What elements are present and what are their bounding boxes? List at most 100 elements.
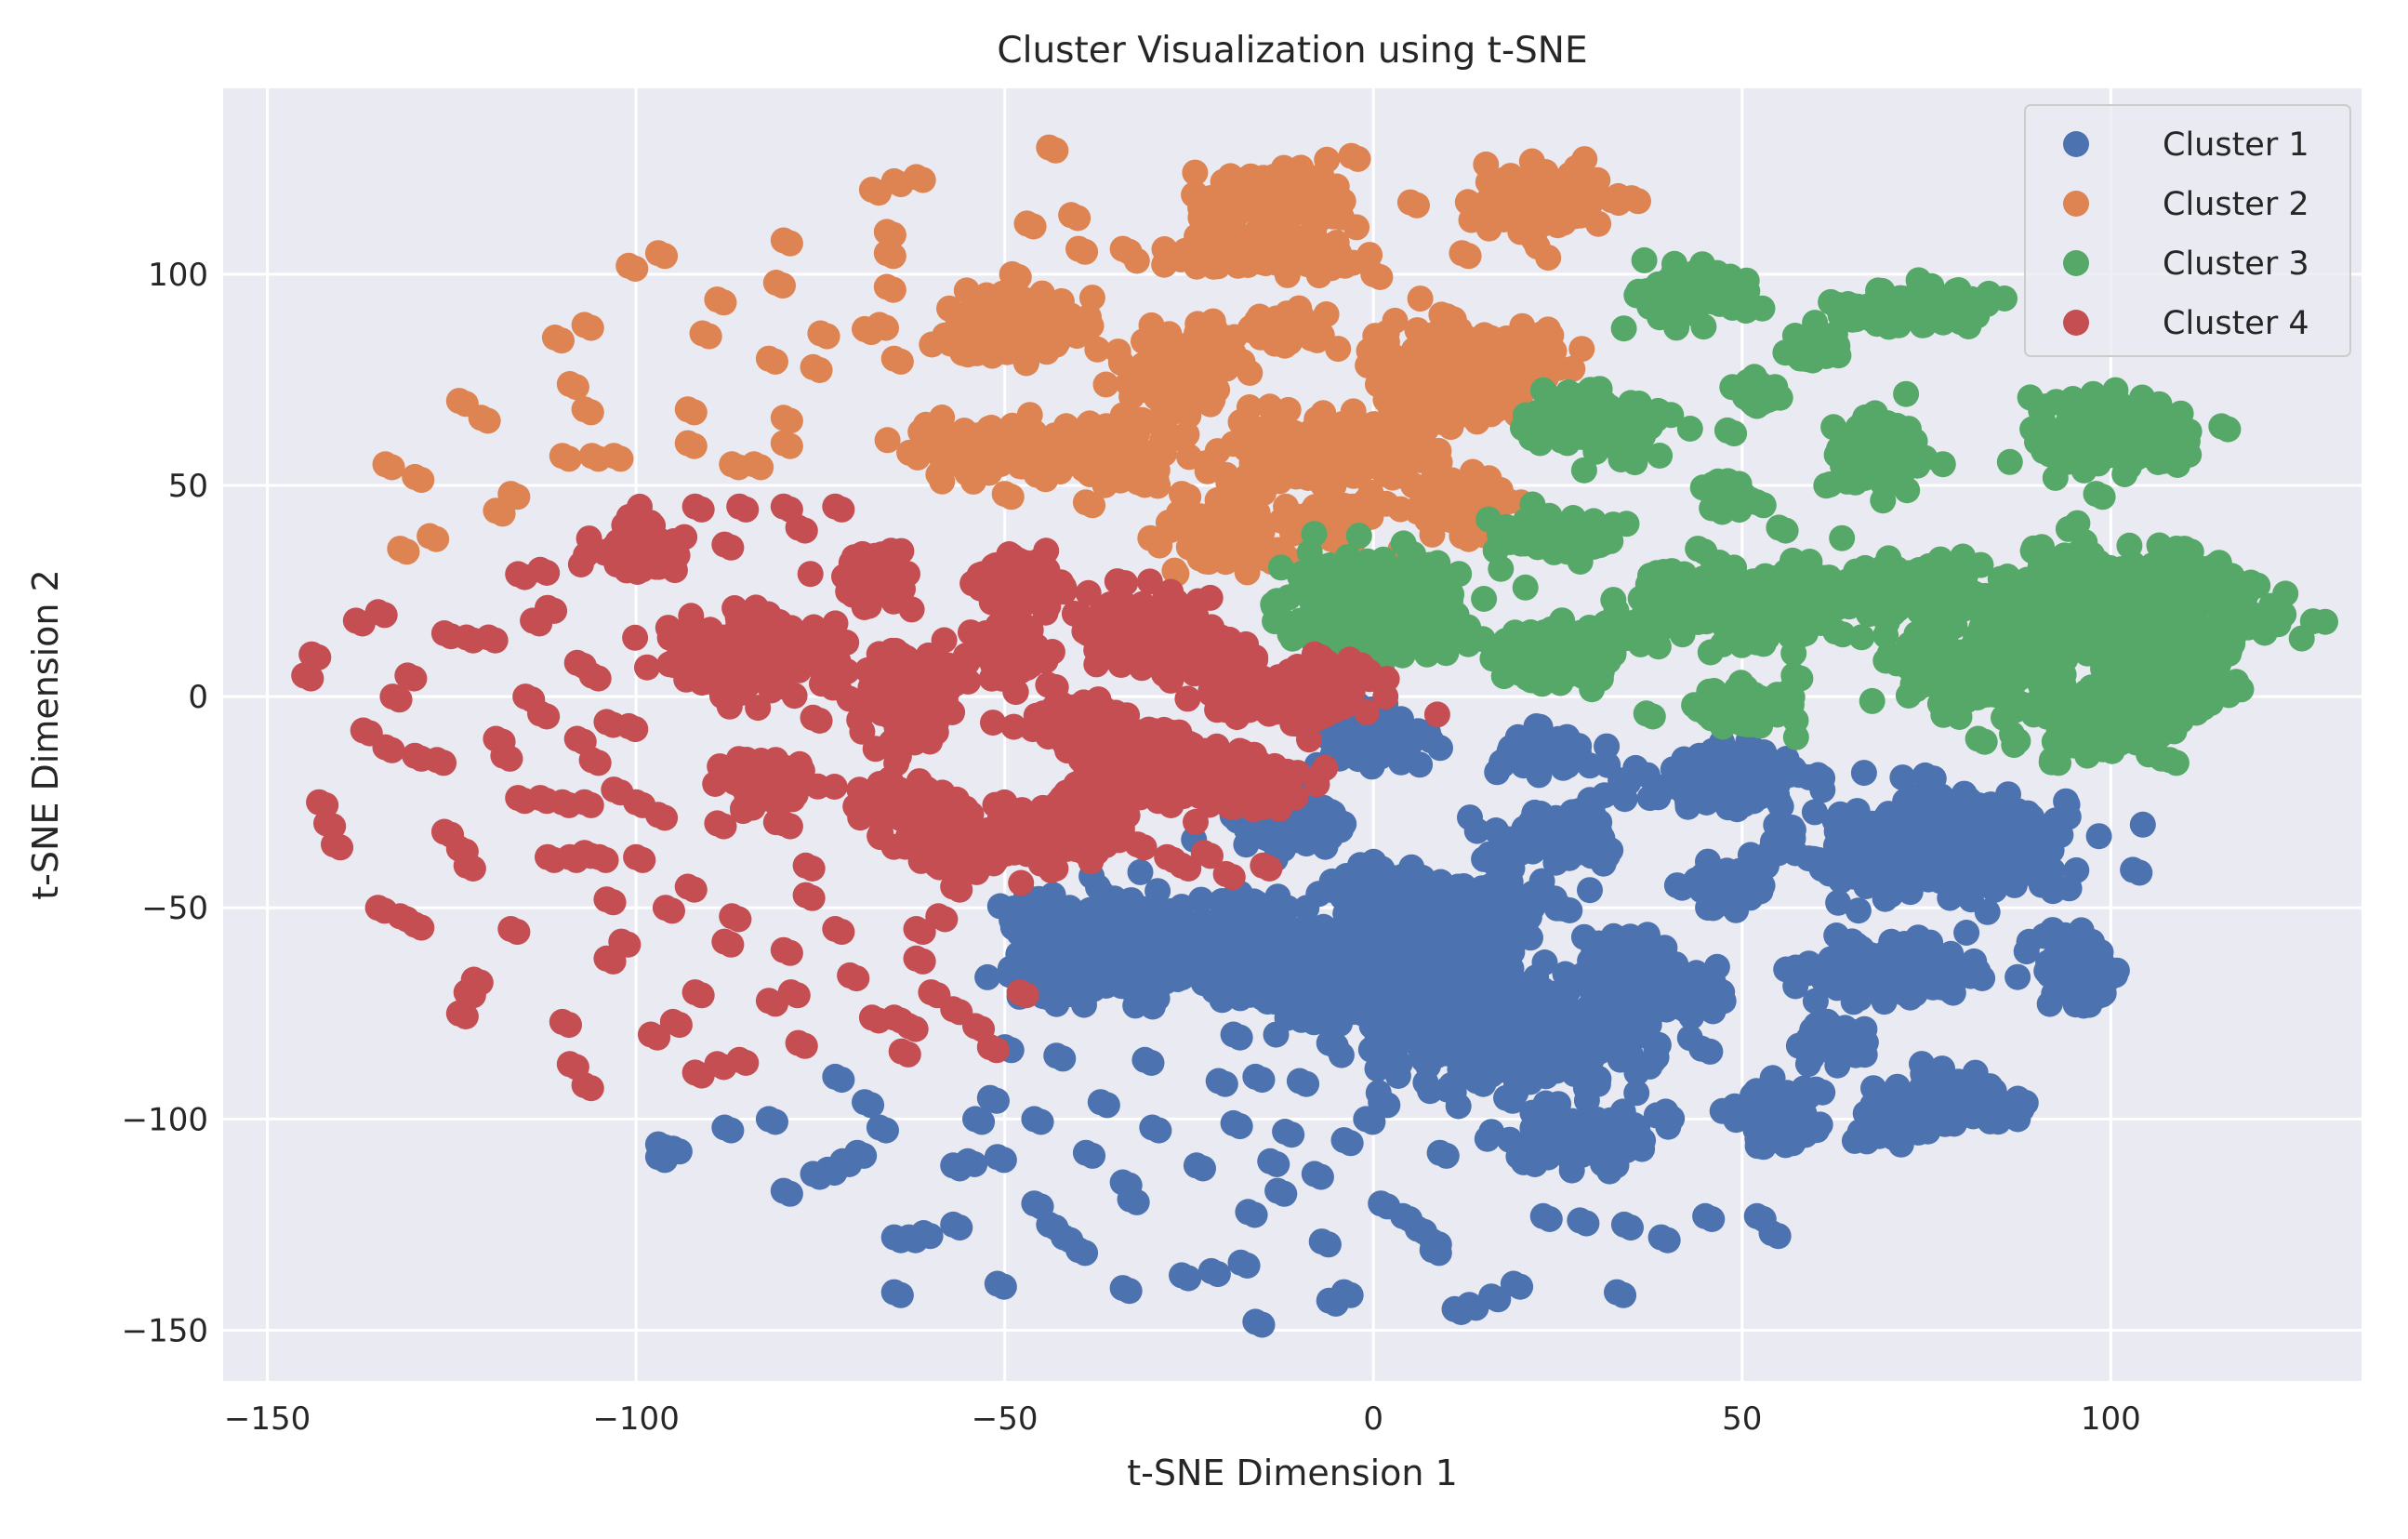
- scatter-point: [1374, 329, 1400, 355]
- scatter-point: [1574, 1127, 1600, 1153]
- scatter-point: [1175, 1266, 1201, 1292]
- scatter-point: [1851, 760, 1877, 786]
- scatter-point: [1299, 824, 1325, 850]
- scatter-point: [1288, 154, 1314, 180]
- scatter-point: [1145, 1118, 1171, 1144]
- scatter-point: [1706, 786, 1732, 812]
- scatter-point: [1921, 805, 1947, 831]
- scatter-point: [1938, 979, 1965, 1005]
- scatter-point: [1435, 328, 1461, 354]
- scatter-point: [1828, 937, 1854, 963]
- scatter-point: [1508, 735, 1534, 761]
- scatter-point: [828, 1067, 854, 1093]
- scatter-point: [1953, 1092, 1979, 1118]
- scatter-point: [1152, 334, 1178, 360]
- scatter-point: [1773, 957, 1799, 983]
- scatter-point: [1190, 1156, 1216, 1182]
- scatter-point: [1699, 1206, 1725, 1232]
- scatter-point: [1184, 254, 1210, 280]
- scatter-point: [1285, 992, 1311, 1018]
- scatter-point: [1094, 1092, 1120, 1118]
- scatter-point: [1889, 764, 1915, 790]
- scatter-point: [1259, 948, 1285, 974]
- scatter-point: [1529, 869, 1555, 895]
- scatter-point: [1449, 982, 1475, 1008]
- scatter-point: [1042, 908, 1068, 934]
- scatter-point: [1129, 407, 1155, 433]
- scatter-point: [1507, 1274, 1533, 1300]
- scatter-point: [1686, 972, 1712, 998]
- scatter-point: [1868, 875, 1894, 901]
- scatter-point: [1517, 166, 1543, 192]
- scatter-point: [1128, 859, 1154, 885]
- scatter-point: [1425, 365, 1451, 391]
- scatter-point: [2014, 938, 2040, 964]
- scatter-point: [1906, 1115, 1932, 1141]
- scatter-point: [1319, 232, 1345, 259]
- scatter-point: [1470, 1071, 1496, 1097]
- scatter-point: [1610, 1282, 1636, 1308]
- scatter-point: [974, 964, 1000, 990]
- scatter-point: [1468, 387, 1494, 413]
- scatter-point: [1557, 740, 1583, 766]
- scatter-point: [1543, 1058, 1569, 1084]
- scatter-point: [1010, 294, 1036, 320]
- scatter-point: [1238, 537, 1264, 564]
- scatter-point: [1821, 1024, 1847, 1050]
- scatter-point: [1211, 229, 1237, 255]
- scatter-point: [1786, 1109, 1812, 1135]
- scatter-point: [1310, 920, 1336, 946]
- scatter-point: [1317, 801, 1343, 827]
- scatter-point: [1205, 1261, 1231, 1287]
- scatter-point: [1449, 500, 1475, 526]
- scatter-point: [1572, 185, 1598, 211]
- scatter-point: [972, 431, 999, 458]
- scatter-point: [1409, 920, 1436, 946]
- scatter-point: [1279, 430, 1305, 456]
- scatter-point: [1644, 1102, 1670, 1128]
- scatter-point: [1402, 1006, 1428, 1032]
- scatter-point: [1324, 438, 1350, 464]
- scatter-point: [1484, 994, 1510, 1020]
- scatter-point: [1420, 522, 1446, 548]
- scatter-point: [1139, 1050, 1165, 1076]
- scatter-point: [1176, 345, 1202, 371]
- scatter-point: [1952, 835, 1978, 861]
- scatter-point: [1205, 487, 1231, 513]
- scatter-point: [1805, 763, 1831, 789]
- scatter-point: [1953, 920, 1979, 946]
- scatter-point: [1022, 419, 1048, 445]
- scatter-point: [1323, 1033, 1349, 1059]
- scatter-point: [1515, 196, 1541, 222]
- scatter-point: [1620, 942, 1646, 968]
- scatter-point: [1278, 1121, 1304, 1148]
- scatter-point: [1626, 982, 1652, 1008]
- scatter-point: [1338, 1282, 1364, 1308]
- scatter-point: [1500, 1088, 1526, 1114]
- scatter-point: [1887, 974, 1913, 1000]
- scatter-point: [1522, 1151, 1548, 1177]
- scatter-point: [858, 1092, 884, 1118]
- scatter-point: [1352, 434, 1378, 460]
- scatter-point: [2086, 823, 2112, 849]
- scatter-point: [1688, 1036, 1714, 1062]
- scatter-point: [994, 339, 1020, 365]
- scatter-point: [2008, 1096, 2034, 1122]
- scatter-point: [1678, 1003, 1704, 1029]
- scatter-point: [1938, 873, 1965, 899]
- scatter-point: [1351, 1000, 1377, 1026]
- scatter-point: [984, 1088, 1010, 1114]
- scatter-point: [1568, 336, 1594, 362]
- scatter-point: [1112, 971, 1138, 997]
- scatter-point: [1281, 199, 1307, 225]
- scatter-point: [1327, 414, 1353, 440]
- scatter-point: [667, 1138, 693, 1164]
- scatter-point: [1728, 1096, 1754, 1122]
- scatter-point: [1152, 236, 1178, 262]
- scatter-point: [1254, 988, 1280, 1015]
- scatter-point: [1208, 965, 1234, 991]
- scatter-point: [946, 436, 972, 462]
- scatter-point: [1923, 853, 1949, 879]
